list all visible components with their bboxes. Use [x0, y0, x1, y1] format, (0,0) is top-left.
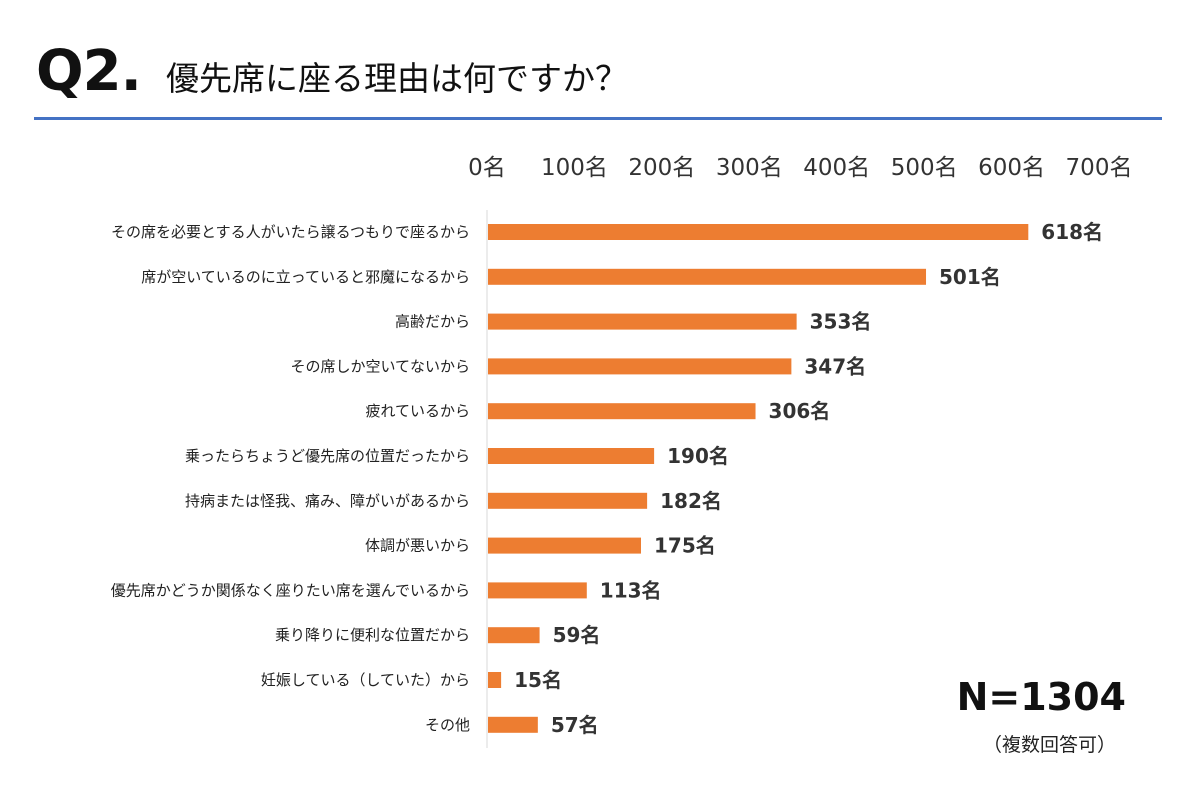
bar — [488, 492, 648, 509]
category-label: 乗り降りに便利な位置だから — [275, 626, 470, 644]
category-label: その席を必要とする人がいたら譲るつもりで座るから — [111, 223, 470, 241]
bar — [488, 224, 1029, 240]
data-label: 618名 — [1041, 220, 1103, 244]
x-axis-ticks: 0名 100名 200名 300名 400名 500名 600名 700名 — [468, 155, 1132, 181]
data-label: 306名 — [769, 399, 831, 423]
x-tick-label: 0名 — [468, 155, 506, 181]
x-tick-label: 100名 — [541, 155, 608, 181]
sample-note: （複数回答可） — [982, 734, 1116, 756]
bar — [488, 358, 792, 375]
x-tick-label: 200名 — [628, 155, 695, 181]
category-label: 妊娠している（していた）から — [261, 671, 470, 689]
bar — [488, 313, 797, 330]
data-label: 190名 — [667, 444, 729, 468]
bar — [488, 672, 502, 688]
x-tick-label: 500名 — [891, 155, 958, 181]
category-label: 疲れているから — [365, 402, 470, 420]
title-divider — [34, 117, 1162, 120]
data-label: 175名 — [654, 534, 716, 558]
bar — [488, 268, 927, 285]
data-label: 57名 — [551, 713, 599, 737]
data-label: 353名 — [810, 310, 872, 334]
bar — [488, 582, 587, 599]
x-tick-label: 400名 — [803, 155, 870, 181]
sample-size: N=1304 — [956, 675, 1126, 719]
category-label: 高齢だから — [395, 313, 470, 331]
category-label: 優先席かどうか関係なく座りたい席を選んでいるから — [111, 581, 470, 599]
x-tick-label: 700名 — [1066, 155, 1133, 181]
bar — [488, 448, 655, 464]
bar-group: その席を必要とする人がいたら譲るつもりで座るから 618名席が空いているのに立って… — [111, 220, 1103, 737]
category-label: 体調が悪いから — [365, 537, 470, 555]
bar — [488, 403, 756, 420]
x-tick-label: 600名 — [978, 155, 1045, 181]
bar — [488, 627, 540, 644]
data-label: 347名 — [804, 354, 866, 378]
question-number: Q2. — [36, 39, 142, 104]
bar — [488, 537, 641, 554]
data-label: 59名 — [553, 623, 601, 647]
data-label: 501名 — [939, 265, 1001, 289]
category-label: 乗ったらちょうど優先席の位置だったから — [185, 447, 470, 465]
data-label: 182名 — [660, 489, 722, 513]
x-tick-label: 300名 — [716, 155, 783, 181]
data-label: 15名 — [514, 668, 562, 692]
data-label: 113名 — [600, 578, 662, 602]
category-label: 席が空いているのに立っていると邪魔になるから — [141, 268, 470, 286]
category-label: 持病または怪我、痛み、障がいがあるから — [185, 492, 470, 510]
category-label: その他 — [425, 716, 470, 734]
category-label: その席しか空いてないから — [290, 357, 470, 375]
page-title: 優先席に座る理由は何ですか？ — [166, 59, 628, 98]
bar — [488, 716, 538, 733]
